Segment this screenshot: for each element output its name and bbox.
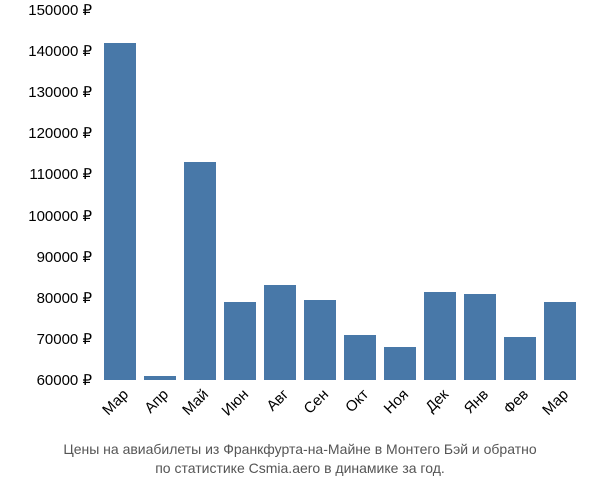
- bar: [384, 347, 415, 380]
- bar: [304, 300, 335, 380]
- y-tick-label: 120000 ₽: [28, 124, 92, 142]
- y-tick-label: 70000 ₽: [37, 330, 92, 348]
- y-tick-label: 60000 ₽: [37, 371, 92, 389]
- y-tick-label: 150000 ₽: [28, 1, 92, 19]
- x-tick-label: Окт: [342, 386, 372, 416]
- caption-line-2: по статистике Csmia.aero в динамике за г…: [0, 459, 600, 478]
- y-tick-label: 80000 ₽: [37, 289, 92, 307]
- bar: [224, 302, 255, 380]
- y-tick-label: 90000 ₽: [37, 248, 92, 266]
- x-tick-label: Мар: [99, 386, 132, 419]
- y-tick-label: 110000 ₽: [29, 165, 92, 183]
- bar: [504, 337, 535, 380]
- x-tick-label: Авг: [263, 386, 292, 415]
- x-tick-label: Мар: [539, 386, 572, 419]
- plot-area: [100, 10, 580, 380]
- x-tick-label: Июн: [219, 386, 252, 419]
- x-tick-label: Фев: [500, 386, 532, 418]
- bar: [544, 302, 575, 380]
- bar: [184, 162, 215, 380]
- y-tick-label: 140000 ₽: [28, 42, 92, 60]
- x-tick-label: Дек: [422, 386, 452, 416]
- bar: [264, 285, 295, 380]
- x-tick-label: Ноя: [381, 386, 412, 417]
- y-tick-label: 130000 ₽: [28, 83, 92, 101]
- x-tick-label: Сен: [301, 386, 332, 417]
- x-tick-label: Май: [179, 386, 212, 419]
- bar: [424, 292, 455, 380]
- x-axis: МарАпрМайИюнАвгСенОктНояДекЯнвФевМар: [100, 386, 580, 446]
- y-axis: 60000 ₽70000 ₽80000 ₽90000 ₽100000 ₽1100…: [0, 10, 92, 380]
- bar: [144, 376, 175, 380]
- x-tick-label: Апр: [141, 386, 172, 417]
- chart-caption: Цены на авиабилеты из Франкфурта-на-Майн…: [0, 440, 600, 478]
- caption-line-1: Цены на авиабилеты из Франкфурта-на-Майн…: [0, 440, 600, 459]
- bar: [344, 335, 375, 380]
- price-bar-chart: 60000 ₽ 70000 ₽ 80000 ₽ 90000 ₽ 100000 ₽ 1100…: [0, 0, 600, 500]
- y-tick-label: 100000 ₽: [28, 207, 92, 225]
- bar: [104, 43, 135, 380]
- x-tick-label: Янв: [461, 386, 492, 417]
- bar: [464, 294, 495, 380]
